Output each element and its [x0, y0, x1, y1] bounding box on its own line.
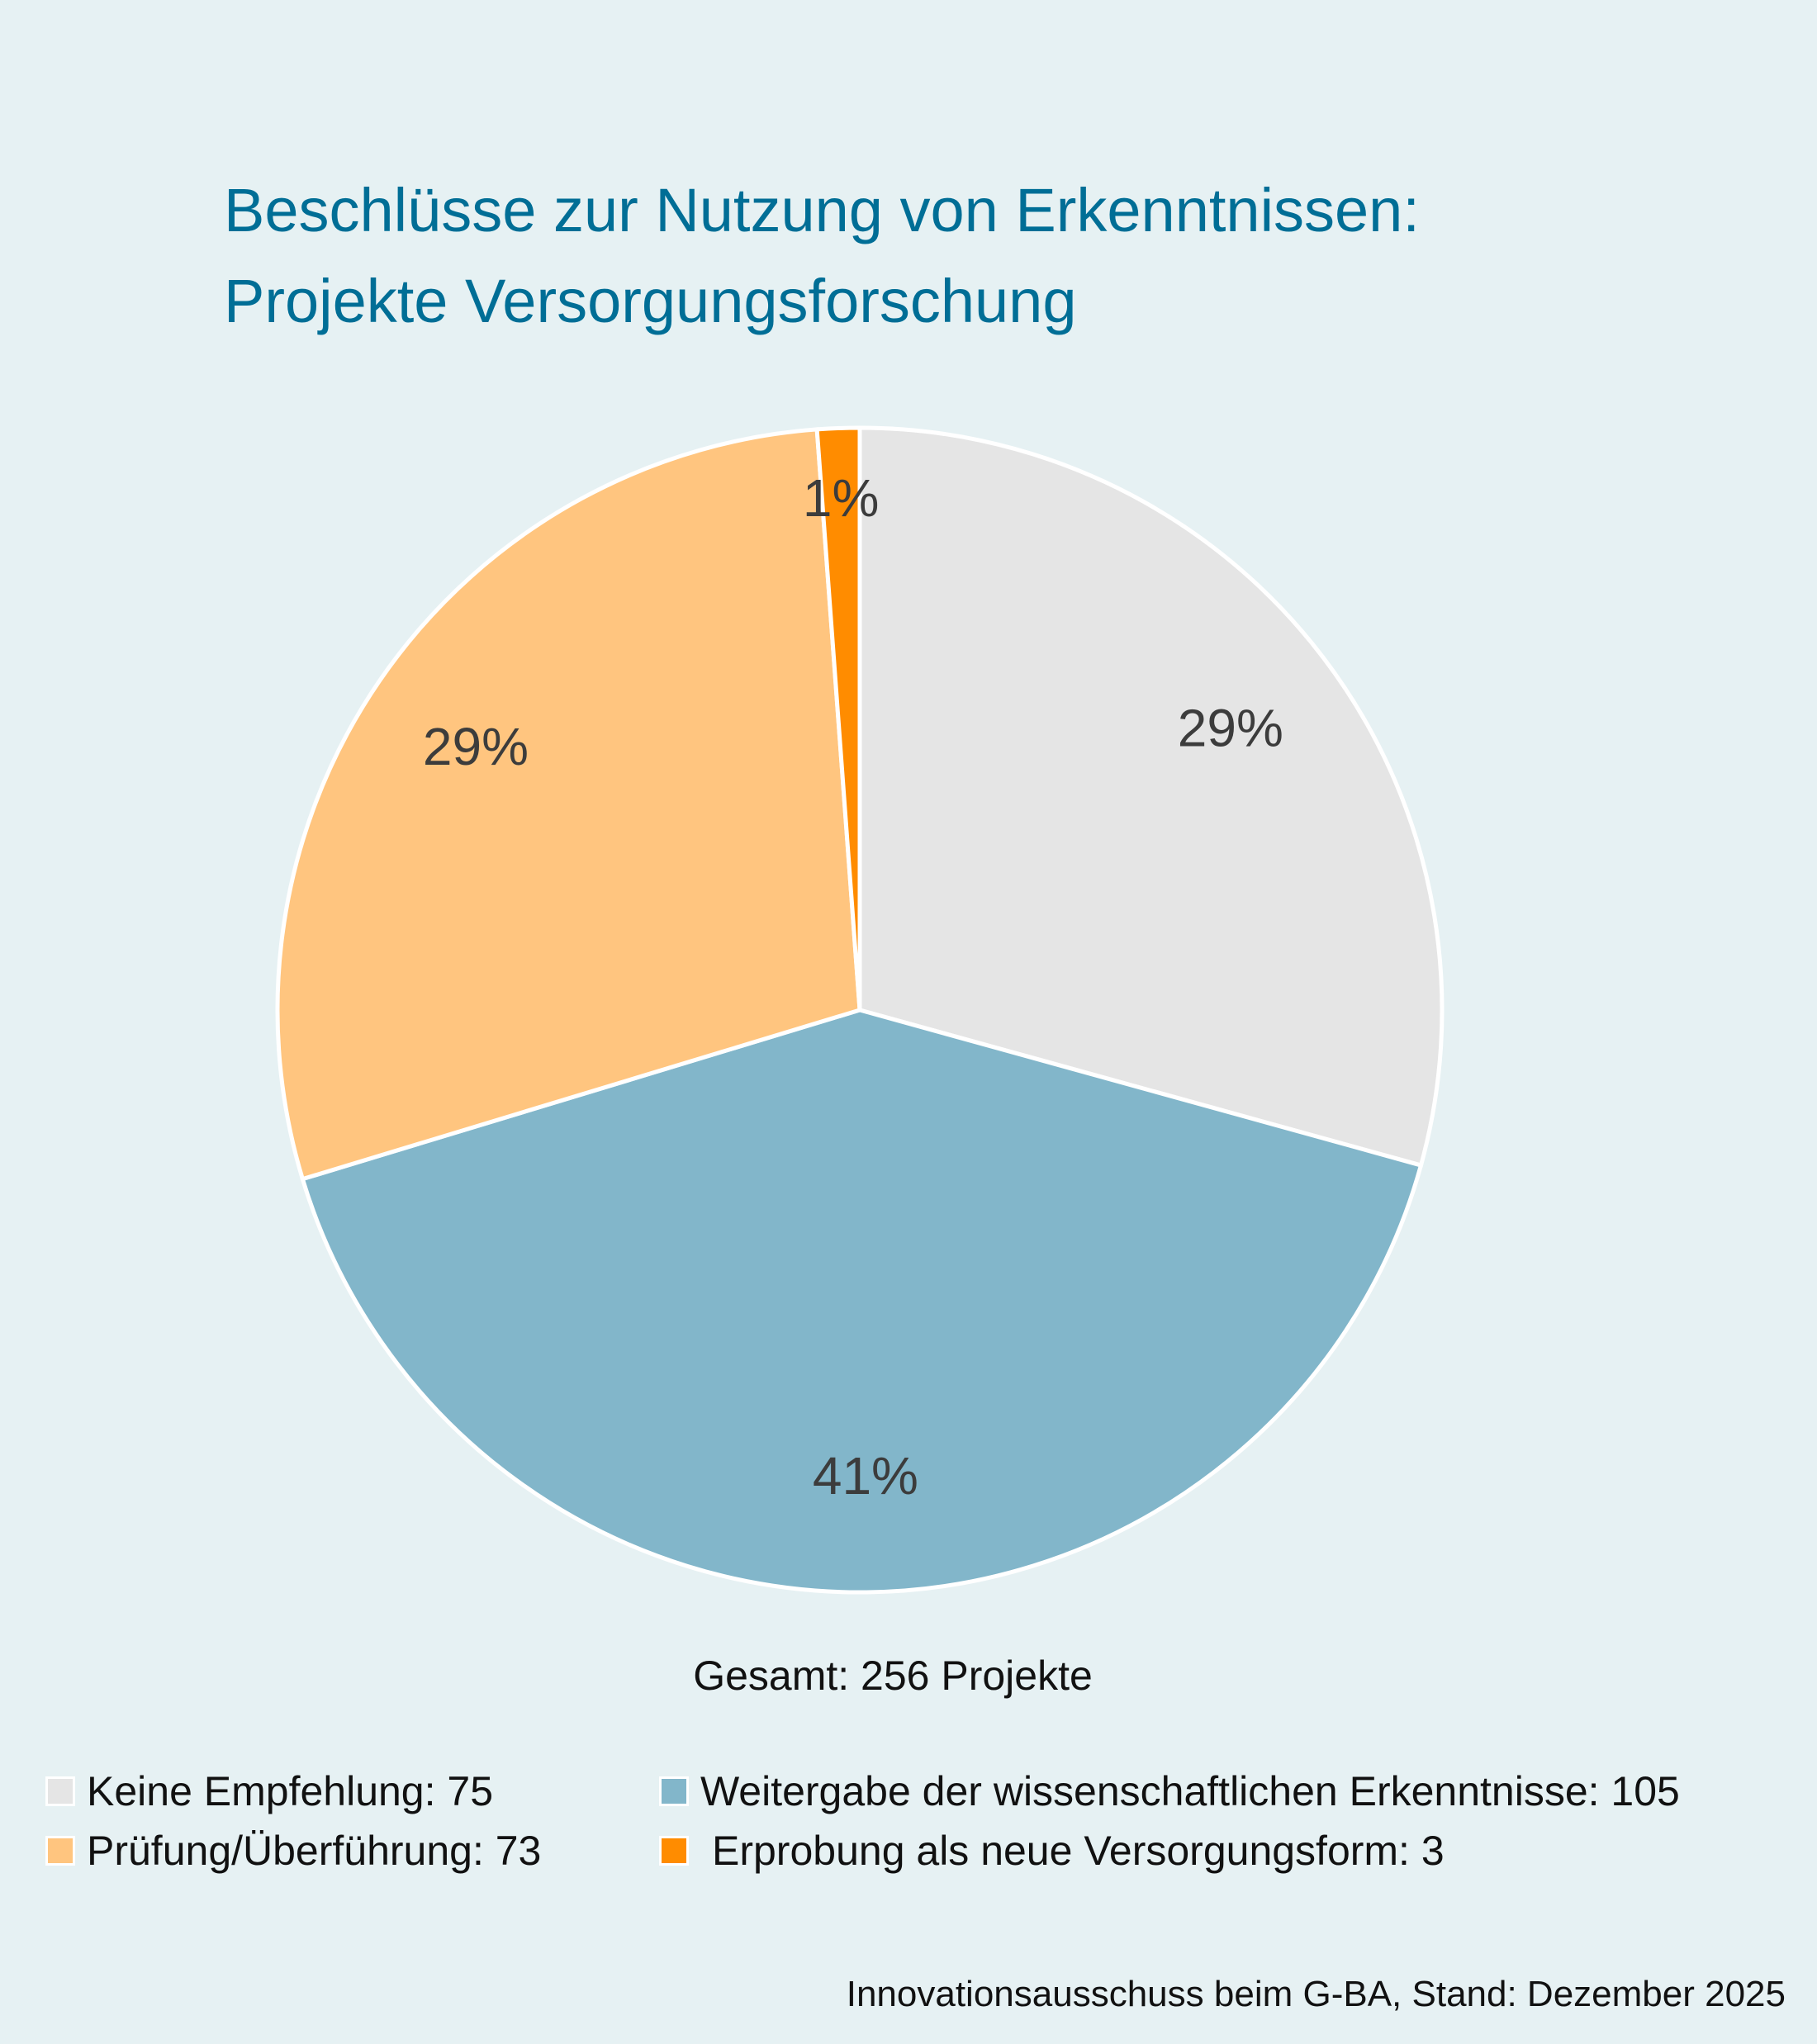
legend-label: Keine Empfehlung: 75 [87, 1768, 494, 1814]
legend-item-keine-empfehlung: Keine Empfehlung: 75 [45, 1767, 493, 1815]
title-line-2: Projekte Versorgungsforschung [224, 267, 1077, 335]
legend-item-erprobung: Erprobung als neue Versorgungsform: 3 [659, 1827, 1445, 1875]
legend-swatch [45, 1776, 75, 1806]
pie-slice-1 [300, 1008, 1424, 1595]
legend-swatch [45, 1836, 75, 1866]
chart-title: Beschlüsse zur Nutzung von Erkenntnissen… [224, 165, 1420, 347]
title-line-1: Beschlüsse zur Nutzung von Erkenntnissen… [224, 176, 1420, 244]
pie-slice-0 [857, 425, 1445, 1169]
pie-slice-label-1: 41% [813, 1446, 918, 1506]
source-footer: Innovationsausschuss beim G-BA, Stand: D… [846, 1974, 1786, 2014]
legend-label: Prüfung/Überführung: 73 [87, 1828, 542, 1874]
legend-label: Erprobung als neue Versorgungsform: 3 [712, 1828, 1445, 1874]
total-label: Gesamt: 256 Projekte [693, 1653, 1093, 1699]
legend-item-pruefung: Prüfung/Überführung: 73 [45, 1827, 541, 1875]
legend-item-weitergabe: Weitergabe der wissenschaftlichen Erkenn… [659, 1767, 1680, 1815]
pie-slice-3 [814, 425, 862, 1011]
pie-slice-label-0: 29% [1178, 698, 1283, 757]
pie-slice-label-3: 1% [803, 468, 880, 528]
legend-swatch [659, 1776, 689, 1806]
legend-label: Weitergabe der wissenschaftlichen Erkenn… [700, 1768, 1680, 1814]
pie-slice-2 [275, 427, 862, 1182]
pie-slice-label-2: 29% [423, 717, 529, 776]
legend-swatch [659, 1836, 689, 1866]
